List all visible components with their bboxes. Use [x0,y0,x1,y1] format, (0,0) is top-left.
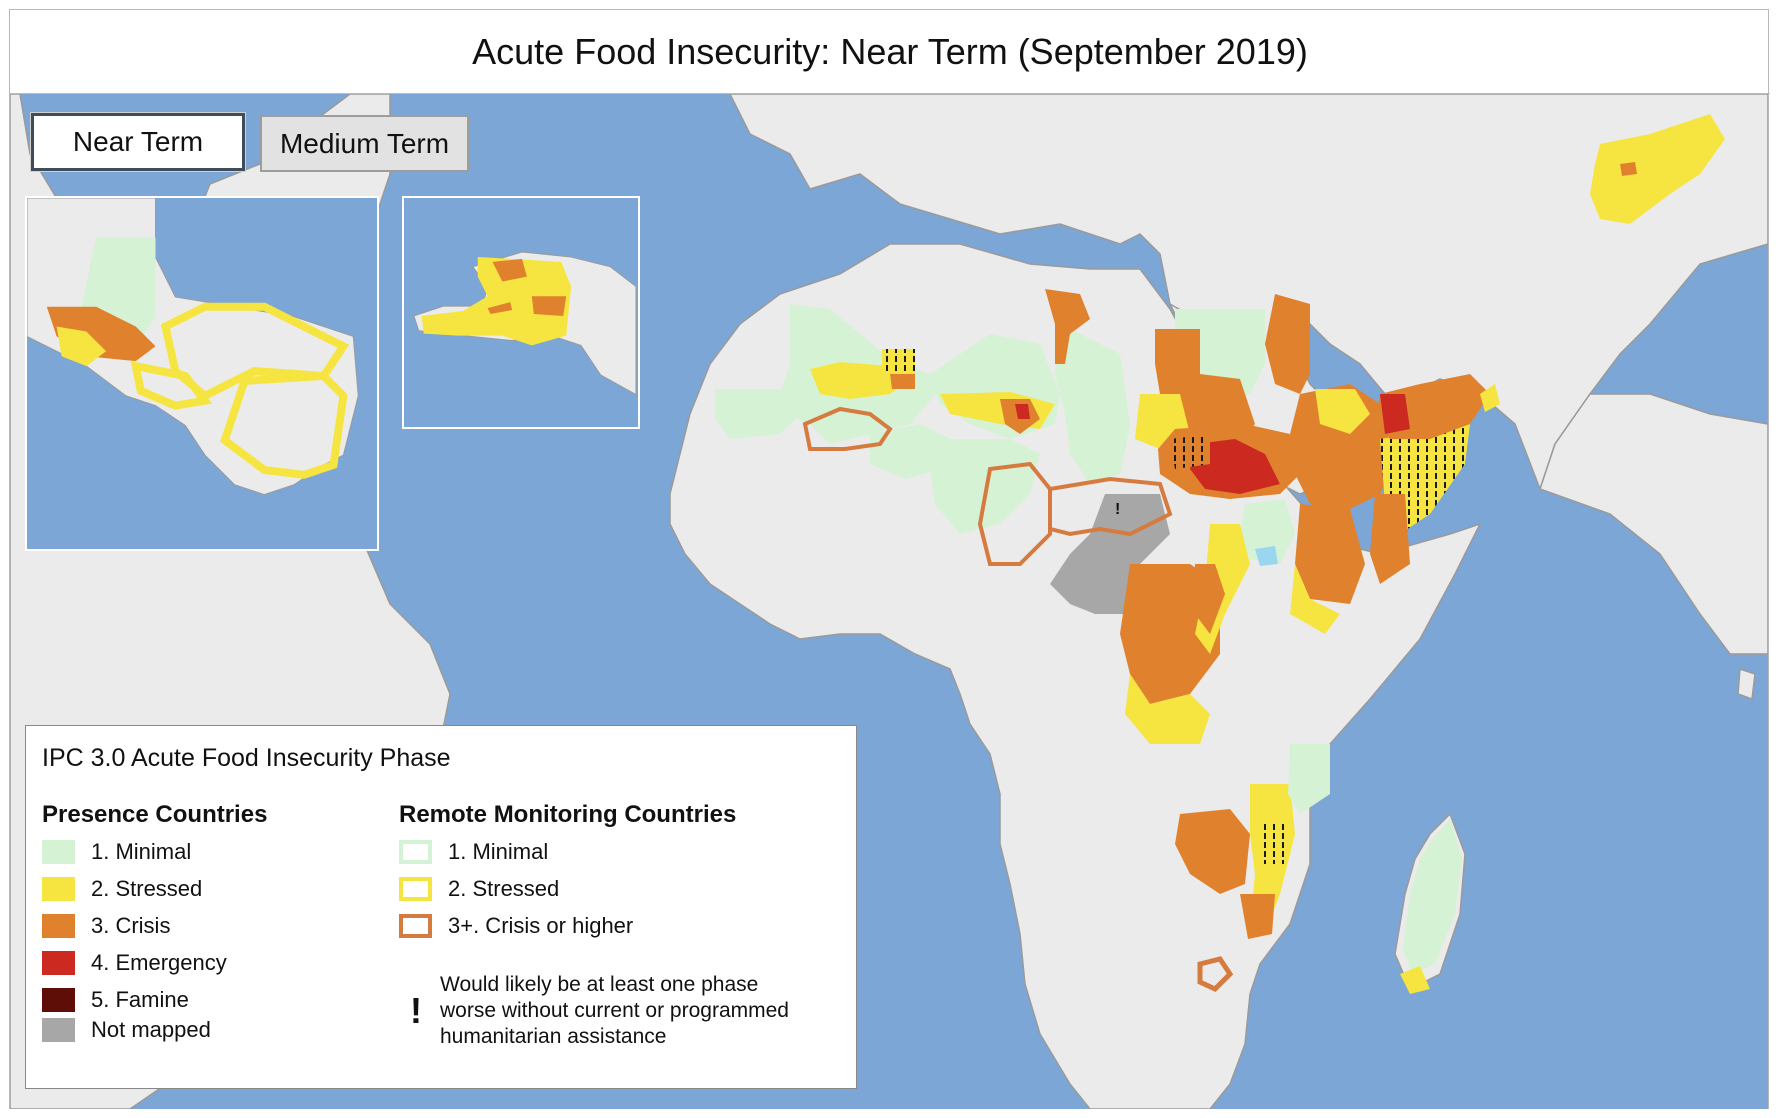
drc-not-mapped [1050,494,1170,614]
presence-legend-item: Not mapped [42,1016,211,1044]
legend-label: 2. Stressed [91,876,203,901]
drc-stressed [1125,674,1210,744]
legend-label: 2. Stressed [448,876,560,901]
legend-swatch [42,988,75,1012]
somalia-crisis [1370,494,1410,584]
remote-heading: Remote Monitoring Countries [399,801,737,828]
tab-near-term[interactable]: Near Term [31,113,245,171]
remote-legend-item: 1. Minimal [399,838,548,866]
legend-label: Not mapped [91,1017,211,1042]
kenya-crisis [1295,504,1365,604]
uganda-minimal [1240,499,1295,564]
nicaragua-outline [220,371,348,479]
drc-east-crisis [1195,564,1225,634]
lake-victoria [1255,546,1278,566]
legend-label: 3+. Crisis or higher [448,913,634,938]
haiti-crisis-1 [492,258,527,282]
madagascar-minimal [1403,819,1462,974]
presence-heading: Presence Countries [42,801,268,828]
kenya-stressed [1290,564,1340,634]
presence-legend-item: 1. Minimal [42,838,191,866]
legend-outline-swatch [399,914,432,938]
assistance-note: Would likely be at least one phase worse… [440,973,789,1048]
haiti-stressed [421,256,572,346]
land-india [1539,393,1768,655]
ethiopia-crisis [1290,384,1400,514]
mozambique-hatched [1260,824,1285,864]
map-title: Acute Food Insecurity: Near Term (Septem… [10,10,1770,94]
haiti-inset [402,196,640,429]
map-legend: IPC 3.0 Acute Food Insecurity Phase Pres… [25,725,857,1089]
mali-crisis [890,374,915,389]
presence-legend-item: 3. Crisis [42,912,170,940]
burkina-minimal [870,424,950,479]
legend-swatch [42,951,75,975]
presence-legend-item: 5. Famine [42,986,189,1014]
legend-title: IPC 3.0 Acute Food Insecurity Phase [42,744,451,772]
legend-outline-swatch [399,840,432,864]
legend-label: 1. Minimal [91,839,192,864]
afghanistan-stressed [1590,114,1725,224]
remote-legend-item: 3+. Crisis or higher [399,912,633,940]
niger-north-crisis [1045,289,1090,364]
madagascar-stressed [1400,966,1430,994]
presence-legend-item: 4. Emergency [42,949,227,977]
legend-swatch [42,877,75,901]
land-sri-lanka [1737,667,1756,701]
legend-label: 3. Crisis [91,913,171,938]
legend-label: 1. Minimal [448,839,549,864]
yemen-emergency [1380,394,1410,434]
lesotho-outline [1197,956,1234,993]
elsalvador-outline [130,361,213,410]
yemen-stressed [1480,384,1500,412]
eritrea-crisis [1265,294,1310,394]
car-outline [1048,476,1173,537]
legend-swatch [42,840,75,864]
south-sudan-hatched [1170,434,1210,469]
cameroon-outline [977,461,1052,566]
legend-swatch [42,1018,75,1042]
afghanistan-crisis [1620,162,1637,176]
south-sudan-emergency [1190,439,1280,494]
senegal-minimal [715,389,800,439]
chad-minimal [1055,324,1130,484]
legend-label: 5. Famine [91,987,189,1012]
nigeria-emergency [1015,404,1030,419]
assistance-symbol: ! [410,990,422,1031]
car-assistance-marker: ! [1115,501,1120,518]
central-america-inset [25,196,379,551]
mali-hatched [882,349,915,374]
zimbabwe-crisis [1175,809,1250,894]
tab-medium-term[interactable]: Medium Term [260,115,469,172]
legend-label: 4. Emergency [91,950,227,975]
presence-legend-item: 2. Stressed [42,875,202,903]
malawi-minimal [1288,744,1330,814]
moz-south-crisis [1240,894,1275,939]
gonave-crisis [487,302,513,314]
ethiopia-stressed [1315,389,1370,434]
legend-outline-swatch [399,877,432,901]
guatemala-stressed [56,326,107,367]
burkina-outline [802,406,893,451]
haiti-crisis-2 [531,296,567,316]
legend-swatch [42,914,75,938]
remote-legend-item: 2. Stressed [399,875,559,903]
